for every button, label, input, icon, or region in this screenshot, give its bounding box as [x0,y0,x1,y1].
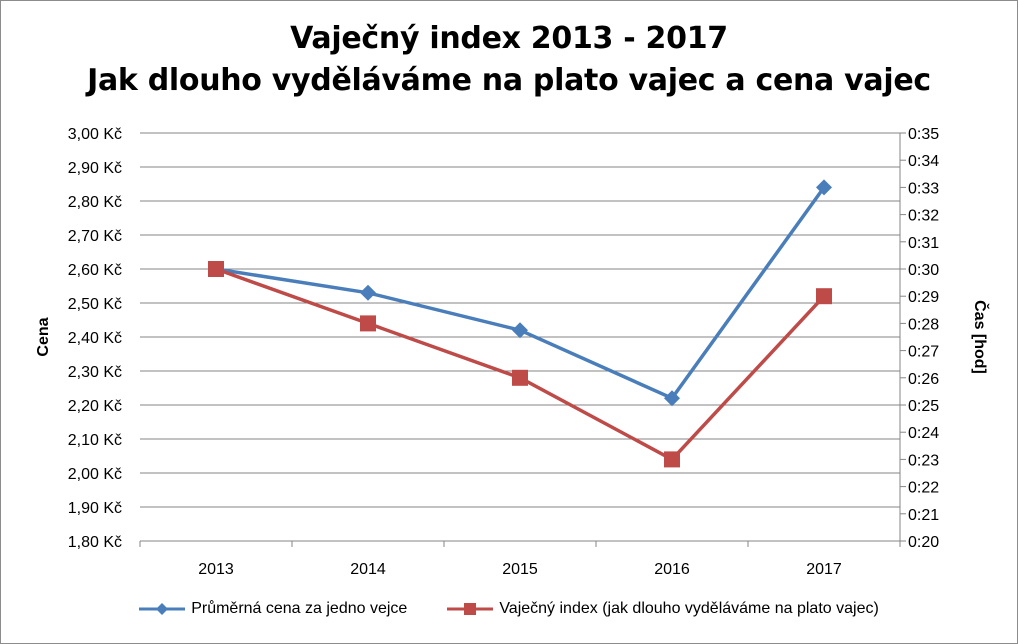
y-right-tick-label: 0:20 [908,534,939,551]
y-right-tick-label: 0:32 [908,208,939,225]
y-left-tick-label: 2,50 Kč [68,296,122,313]
x-tick-label: 2013 [198,561,234,578]
y-right-tick-label: 0:33 [908,180,939,197]
y-right-axis-title: Čas [hod] [971,300,990,374]
legend-item-index: Vaječný index (jak dlouho vyděláváme na … [447,600,879,618]
y-right-tick-label: 0:29 [908,289,939,306]
y-left-tick-label: 1,80 Kč [68,534,122,551]
data-point-square [816,288,832,305]
y-right-tick-label: 0:28 [908,316,939,333]
y-left-tick-label: 2,40 Kč [68,330,122,347]
legend-label-price: Průměrná cena za jedno vejce [191,600,408,617]
data-point-diamond [664,390,680,407]
x-tick-label: 2015 [502,561,538,578]
y-right-tick-label: 0:31 [908,235,939,252]
y-right-tick-label: 0:21 [908,507,939,524]
y-right-tick-label: 0:23 [908,452,939,469]
chart-subtitle: Jak dlouho vyděláváme na plato vajec a c… [87,63,931,98]
y-right-tick-label: 0:26 [908,371,939,388]
y-right-tick-label: 0:34 [908,153,939,170]
y-right-tick-label: 0:27 [908,344,939,361]
y-right-tick-label: 0:25 [908,398,939,415]
x-tick-label: 2014 [350,561,386,578]
y-left-tick-label: 2,70 Kč [68,228,122,245]
series-line-1 [215,186,826,400]
legend: Průměrná cena za jedno vejce Vaječný ind… [0,596,1018,622]
data-point-square [512,369,528,386]
y-right-tick-label: 0:24 [908,425,939,442]
x-tick-label: 2017 [806,561,842,578]
y-left-tick-label: 2,00 Kč [68,466,122,483]
legend-item-price: Průměrná cena za jedno vejce [139,600,407,618]
y-left-axis-title: Cena [35,317,52,356]
y-right-tick-label: 0:30 [908,262,939,279]
chart-title-block: Vaječný index 2013 - 2017 Jak dlouho vyd… [0,18,1018,102]
data-point-square [208,261,224,277]
legend-marker-diamond [139,603,186,615]
legend-label-index: Vaječný index (jak dlouho vyděláváme na … [499,600,879,617]
y-left-tick-label: 3,00 Kč [68,126,122,143]
data-point-diamond [360,284,376,301]
data-point-square [664,451,680,468]
y-left-tick-label: 2,90 Kč [68,160,122,177]
y-left-tick-label: 2,80 Kč [68,194,122,211]
y-left-tick-label: 1,90 Kč [68,500,122,517]
y-left-tick-label: 2,10 Kč [68,432,122,449]
y-right-tick-label: 0:35 [908,126,939,143]
y-left-tick-label: 2,20 Kč [68,398,122,415]
chart-title: Vaječný index 2013 - 2017 [290,21,728,56]
y-left-tick-label: 2,60 Kč [68,262,122,279]
data-point-square [360,315,376,332]
legend-marker-square [447,603,494,615]
y-left-tick-label: 2,30 Kč [68,364,122,381]
data-point-diamond [512,322,528,339]
data-point-diamond [816,179,832,196]
series-line-2 [215,267,826,462]
y-right-tick-label: 0:22 [908,480,939,497]
x-tick-label: 2016 [654,561,690,578]
